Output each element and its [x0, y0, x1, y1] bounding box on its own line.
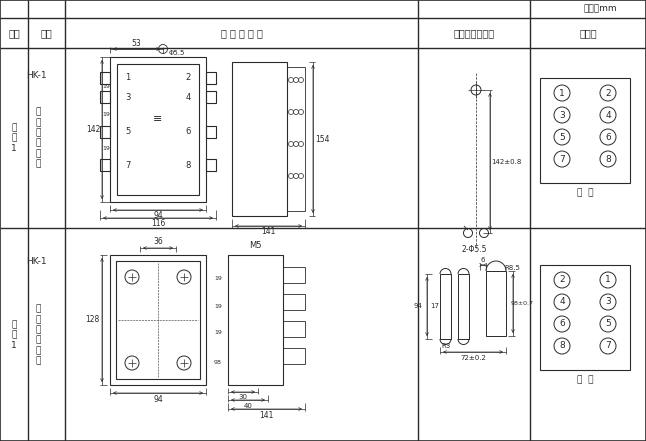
Text: 4: 4	[185, 93, 191, 101]
Bar	[440, 274, 451, 339]
Bar	[540, 265, 630, 370]
Bar	[458, 274, 469, 339]
Text: 116: 116	[151, 220, 165, 228]
Text: 8: 8	[605, 154, 611, 164]
Text: 5: 5	[125, 127, 130, 137]
Text: 5: 5	[605, 319, 611, 329]
Text: 结构: 结构	[41, 28, 52, 38]
Text: 19: 19	[214, 330, 222, 336]
Text: 154: 154	[315, 135, 329, 143]
Text: M5: M5	[249, 240, 261, 250]
Text: HK-1: HK-1	[26, 258, 47, 266]
Bar	[117, 64, 199, 195]
Bar	[283, 321, 305, 337]
Text: 30: 30	[238, 394, 247, 400]
Text: 8: 8	[185, 161, 191, 169]
Text: 98: 98	[214, 359, 222, 365]
Bar	[283, 267, 305, 283]
Text: 98±0.7: 98±0.7	[510, 301, 534, 306]
Text: R8.5: R8.5	[504, 265, 520, 271]
Text: 附
图
1: 附 图 1	[11, 320, 17, 350]
Text: 6: 6	[481, 257, 485, 263]
Text: 前  视: 前 视	[577, 188, 593, 198]
Text: 6: 6	[605, 132, 611, 142]
Text: 3: 3	[605, 298, 611, 306]
Text: 94: 94	[153, 212, 163, 220]
Text: 7: 7	[605, 341, 611, 351]
Text: 7: 7	[125, 161, 130, 169]
Bar	[206, 72, 216, 84]
Text: 端子图: 端子图	[579, 28, 597, 38]
Bar	[232, 62, 287, 216]
Text: 40: 40	[244, 403, 253, 409]
Text: 1: 1	[125, 74, 130, 82]
Text: 外 形 尺 寸 图: 外 形 尺 寸 图	[220, 28, 262, 38]
Text: 单位：mm: 单位：mm	[583, 4, 617, 14]
Text: 141: 141	[259, 411, 274, 419]
Text: R3: R3	[441, 343, 451, 349]
Text: 2-Φ5.5: 2-Φ5.5	[461, 246, 486, 254]
Text: HK-1: HK-1	[26, 71, 47, 79]
Bar	[228, 255, 283, 385]
Bar	[283, 294, 305, 310]
Bar	[486, 271, 506, 336]
Bar	[283, 348, 305, 364]
Text: 94: 94	[413, 303, 422, 310]
Text: 凸
出
式
后
接
线: 凸 出 式 后 接 线	[36, 304, 41, 366]
Bar	[540, 78, 630, 183]
Text: 7: 7	[559, 154, 565, 164]
Text: ≡: ≡	[153, 114, 163, 124]
Bar	[110, 57, 206, 202]
Text: 附
图
1: 附 图 1	[11, 123, 17, 153]
Text: 1: 1	[559, 89, 565, 97]
Text: 17: 17	[430, 303, 439, 309]
Text: 19: 19	[102, 112, 110, 116]
Bar	[206, 159, 216, 171]
Text: 2: 2	[185, 74, 191, 82]
Text: 19: 19	[102, 85, 110, 90]
Bar	[100, 159, 110, 171]
Bar	[100, 72, 110, 84]
Text: 5: 5	[559, 132, 565, 142]
Text: 94: 94	[153, 395, 163, 404]
Text: 2: 2	[559, 276, 565, 284]
Bar	[287, 67, 305, 211]
Text: 4: 4	[605, 111, 611, 120]
Text: 53: 53	[132, 40, 141, 49]
Text: 19: 19	[102, 146, 110, 150]
Text: Φ5.5: Φ5.5	[169, 50, 185, 56]
Text: 6: 6	[559, 319, 565, 329]
Text: 19: 19	[214, 303, 222, 309]
Text: 72±0.2: 72±0.2	[460, 355, 486, 361]
Text: 6: 6	[185, 127, 191, 137]
Bar	[206, 126, 216, 138]
Bar	[206, 91, 216, 103]
Text: 128: 128	[85, 315, 99, 325]
Text: 背  视: 背 视	[577, 375, 593, 385]
Text: 图号: 图号	[8, 28, 20, 38]
Text: 凸
出
式
前
接
线: 凸 出 式 前 接 线	[36, 108, 41, 168]
Text: 安装开孔尺寸图: 安装开孔尺寸图	[453, 28, 495, 38]
Text: 142±0.8: 142±0.8	[491, 158, 521, 164]
Bar	[100, 126, 110, 138]
Text: 142: 142	[86, 125, 100, 134]
Bar	[110, 255, 206, 385]
Bar	[100, 91, 110, 103]
Text: 19: 19	[214, 277, 222, 281]
Text: 1: 1	[605, 276, 611, 284]
Bar	[116, 261, 200, 379]
Text: 3: 3	[559, 111, 565, 120]
Text: 4: 4	[559, 298, 565, 306]
Text: 8: 8	[559, 341, 565, 351]
Text: 2: 2	[605, 89, 611, 97]
Text: 141: 141	[262, 228, 276, 236]
Text: 36: 36	[153, 238, 163, 247]
Text: 3: 3	[125, 93, 130, 101]
